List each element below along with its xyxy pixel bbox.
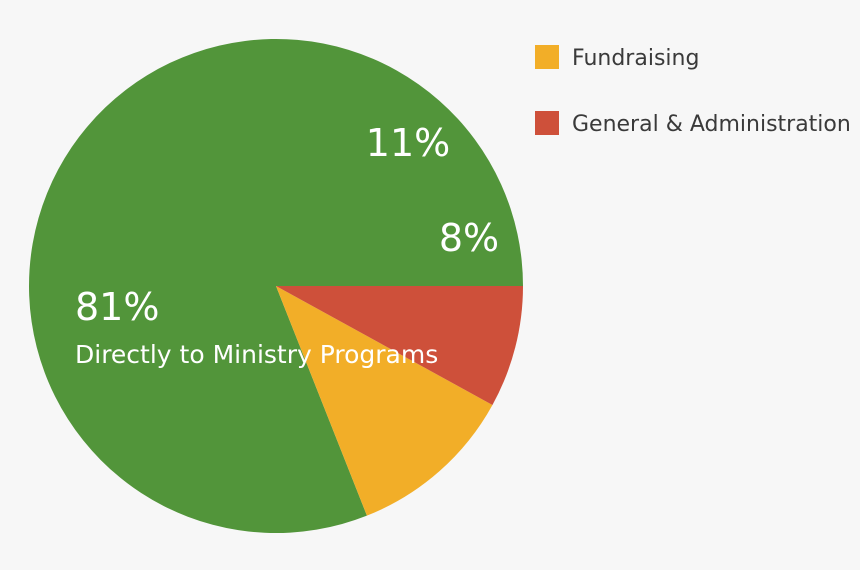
pie-slice-general-administration <box>276 286 523 405</box>
legend-swatch-general-administration <box>535 111 559 135</box>
pie-labels: 81% Directly to Ministry Programs 11% 8% <box>75 121 499 369</box>
pie-slice-directly-to-ministry-programs <box>28 38 523 533</box>
pie-slice-fundraising <box>276 286 493 516</box>
slice-value-label-ministry-programs: 81% <box>75 285 159 329</box>
legend-label-fundraising: Fundraising <box>572 46 699 71</box>
legend-label-general-administration: General & Administration <box>572 112 851 137</box>
slice-value-label-fundraising: 11% <box>366 121 450 165</box>
legend: Fundraising General & Administration <box>535 45 851 137</box>
slice-value-label-general-administration: 8% <box>439 216 499 260</box>
pie-slices <box>28 38 523 533</box>
legend-swatch-fundraising <box>535 45 559 69</box>
slice-name-label-ministry-programs: Directly to Ministry Programs <box>75 340 438 369</box>
